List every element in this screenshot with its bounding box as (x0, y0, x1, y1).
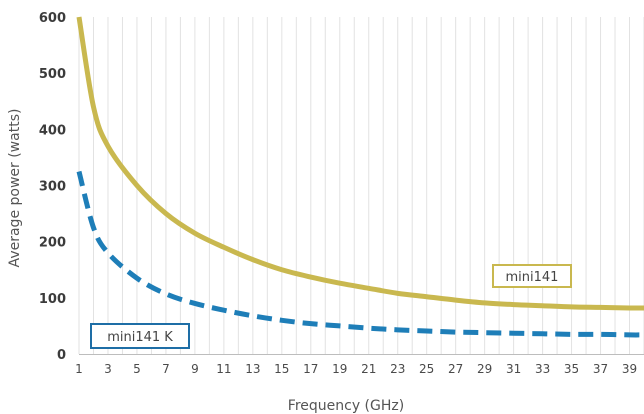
x-tick-label: 7 (162, 362, 170, 376)
x-tick-label: 13 (245, 362, 260, 376)
y-tick-label: 100 (39, 292, 66, 307)
x-tick-label: 21 (361, 362, 376, 376)
x-tick-label: 31 (506, 362, 521, 376)
x-tick-label: 25 (419, 362, 434, 376)
y-tick-label: 600 (39, 11, 66, 26)
axis-layer: 1 3 5 7 9 11 13 15 17 19 21 23 25 27 29 31 33 35 37 3901002… (39, 11, 644, 376)
x-tick-label: 5 (133, 362, 141, 376)
x-tick-label: 23 (390, 362, 405, 376)
x-tick-label: 1 (75, 362, 83, 376)
legend-text: mini141 K (107, 330, 173, 345)
legend-label-mini141-k: mini141 K (90, 323, 190, 349)
x-tick-label: 27 (448, 362, 463, 376)
x-tick-label: 35 (564, 362, 579, 376)
x-tick-label: 17 (303, 362, 318, 376)
series-layer (76, 16, 644, 338)
x-axis-label: Frequency (GHz) (288, 398, 404, 414)
x-tick-label: 11 (216, 362, 231, 376)
x-tick-label: 19 (332, 362, 347, 376)
x-tick-label: 33 (535, 362, 550, 376)
x-tick-label: 3 (104, 362, 112, 376)
y-tick-label: 400 (39, 123, 66, 138)
y-axis-label: Average power (watts) (7, 109, 23, 268)
x-tick-label: 15 (274, 362, 289, 376)
y-tick-label: 500 (39, 67, 66, 82)
legend-label-mini141: mini141 (492, 264, 572, 288)
x-tick-label: 39 (622, 362, 637, 376)
legend-box (492, 264, 572, 288)
legend-box (90, 323, 190, 349)
x-tick-label: 29 (477, 362, 492, 376)
y-tick-label: 300 (39, 180, 66, 195)
y-tick-label: 0 (57, 348, 66, 363)
legend-text: mini141 (506, 270, 559, 285)
legend-layer: mini141 mini141 K (90, 264, 572, 349)
series-line-mini141 (76, 16, 644, 311)
x-tick-label: 9 (191, 362, 199, 376)
y-tick-label: 200 (39, 236, 66, 251)
series-line-mini141-k (76, 170, 644, 338)
x-tick-label: 37 (593, 362, 608, 376)
grid-layer (78, 17, 644, 354)
